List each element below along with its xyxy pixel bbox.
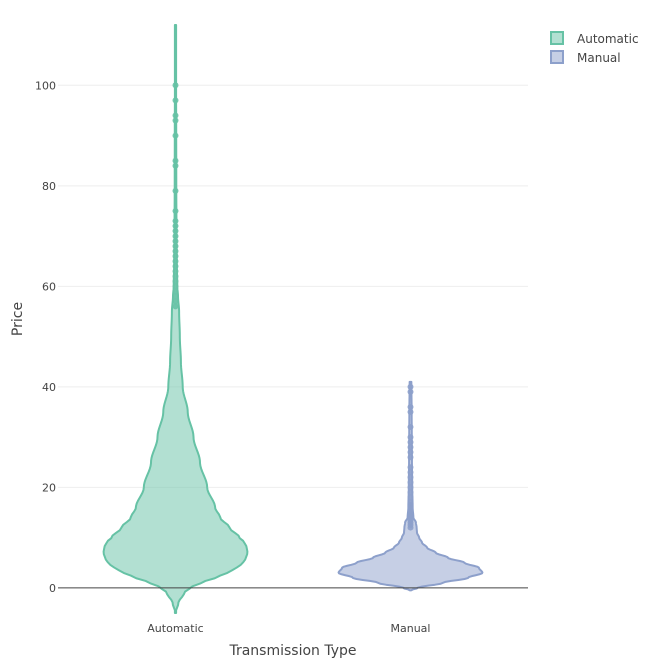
outlier-point-manual[interactable]	[407, 474, 414, 481]
outlier-point-automatic[interactable]	[172, 303, 179, 310]
outlier-point-manual[interactable]	[407, 479, 414, 486]
outlier-point-automatic[interactable]	[172, 162, 179, 169]
outlier-point-manual[interactable]	[407, 449, 414, 456]
y-tick-label: 80	[42, 180, 56, 193]
outlier-point-automatic[interactable]	[172, 278, 179, 285]
outlier-point-automatic[interactable]	[172, 238, 179, 245]
outlier-point-manual[interactable]	[407, 424, 414, 431]
outlier-point-manual[interactable]	[407, 454, 414, 461]
violins	[102, 24, 484, 614]
outlier-point-manual[interactable]	[407, 444, 414, 451]
x-tick-label: Automatic	[147, 622, 203, 635]
outlier-point-automatic[interactable]	[172, 218, 179, 224]
outlier-point-manual[interactable]	[407, 464, 414, 471]
outlier-point-automatic[interactable]	[172, 298, 179, 305]
legend[interactable]: Automatic Manual	[550, 31, 639, 65]
outlier-point-automatic[interactable]	[172, 248, 179, 255]
gridlines	[58, 84, 528, 488]
y-tick-label: 40	[42, 381, 56, 394]
legend-swatch	[550, 50, 564, 64]
outlier-point-automatic[interactable]	[172, 233, 179, 240]
violin-automatic[interactable]	[102, 24, 249, 614]
outlier-point-automatic[interactable]	[172, 263, 179, 270]
y-axis-title: Price	[10, 302, 26, 336]
outlier-point-manual[interactable]	[407, 499, 414, 506]
outlier-point-automatic[interactable]	[172, 273, 179, 280]
outlier-point-automatic[interactable]	[172, 157, 179, 164]
outlier-point-automatic[interactable]	[172, 207, 179, 214]
outlier-point-manual[interactable]	[407, 383, 414, 390]
outlier-point-automatic[interactable]	[172, 288, 179, 295]
outlier-point-automatic[interactable]	[172, 132, 179, 139]
x-tick-label: Manual	[391, 622, 431, 635]
y-tick-label: 0	[49, 582, 56, 595]
y-tick-labels: 0 20 40 60 80 100	[35, 79, 56, 595]
y-tick-label: 60	[42, 280, 56, 293]
outlier-point-manual[interactable]	[407, 484, 414, 491]
outlier-point-manual[interactable]	[407, 469, 414, 476]
y-tick-label: 20	[42, 481, 56, 494]
outlier-point-automatic[interactable]	[172, 97, 179, 104]
outlier-point-automatic[interactable]	[172, 253, 179, 260]
outlier-point-manual[interactable]	[407, 403, 414, 410]
outlier-point-automatic[interactable]	[172, 112, 179, 119]
outlier-point-automatic[interactable]	[172, 82, 179, 89]
outlier-point-automatic[interactable]	[172, 268, 179, 275]
legend-item-manual[interactable]: Manual	[550, 50, 621, 65]
outlier-point-manual[interactable]	[407, 489, 414, 496]
legend-swatch	[550, 31, 564, 45]
outlier-point-automatic[interactable]	[172, 243, 179, 250]
x-tick-labels: Automatic Manual	[147, 622, 430, 635]
outlier-point-automatic[interactable]	[172, 258, 179, 265]
outlier-point-manual[interactable]	[407, 388, 414, 395]
outlier-point-automatic[interactable]	[172, 187, 179, 194]
outlier-point-manual[interactable]	[407, 439, 414, 446]
legend-label: Manual	[577, 51, 621, 65]
outlier-point-manual[interactable]	[407, 494, 414, 501]
outlier-point-automatic[interactable]	[172, 223, 179, 230]
y-tick-label: 100	[35, 79, 56, 92]
legend-item-automatic[interactable]: Automatic	[550, 31, 639, 46]
outlier-point-automatic[interactable]	[172, 283, 179, 290]
outlier-point-automatic[interactable]	[172, 228, 179, 235]
x-axis-title: Transmission Type	[228, 643, 356, 659]
outlier-point-manual[interactable]	[407, 408, 414, 415]
outlier-point-automatic[interactable]	[172, 293, 179, 300]
outlier-point-manual[interactable]	[407, 434, 414, 441]
outlier-point-automatic[interactable]	[172, 117, 179, 124]
legend-label: Automatic	[577, 32, 639, 46]
